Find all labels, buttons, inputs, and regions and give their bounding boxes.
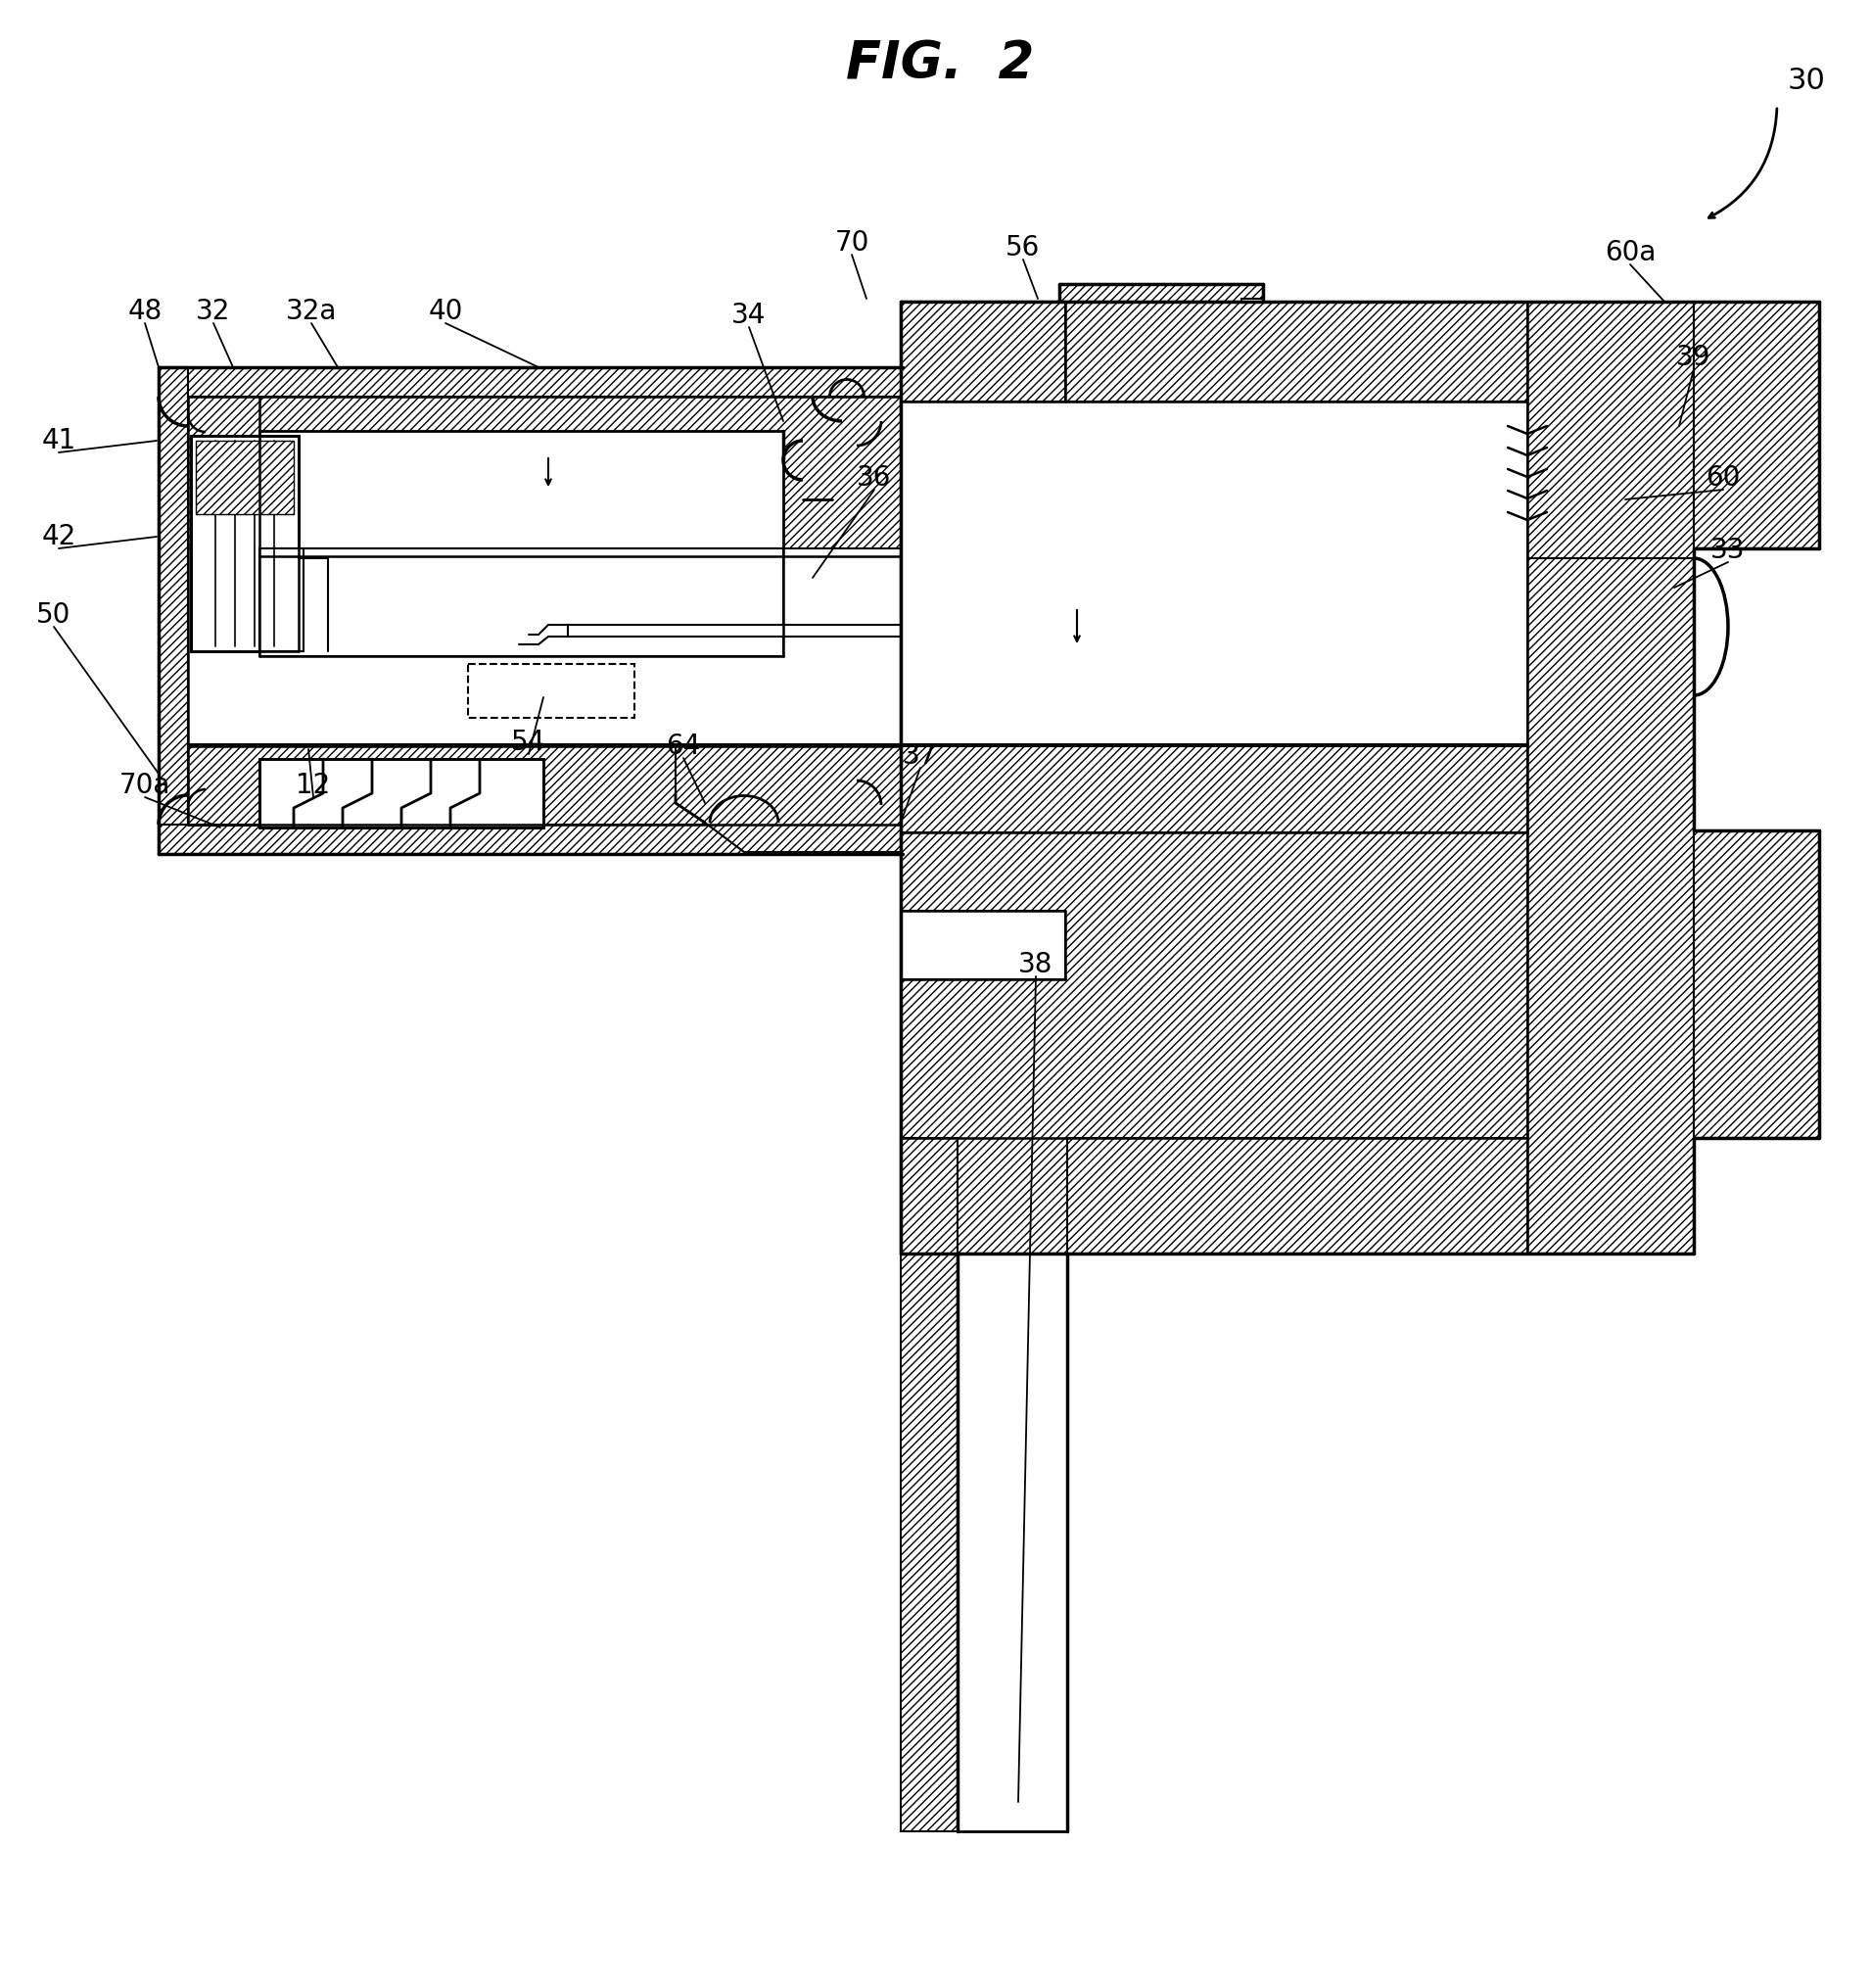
Bar — [468, 664, 634, 718]
Polygon shape — [1527, 559, 1693, 1254]
Text: 60a: 60a — [1605, 239, 1656, 266]
Polygon shape — [900, 302, 1527, 402]
Polygon shape — [159, 825, 902, 855]
Text: 32: 32 — [196, 298, 230, 326]
Text: FIG.  2: FIG. 2 — [846, 38, 1035, 89]
Polygon shape — [900, 911, 1065, 980]
Text: 40: 40 — [428, 298, 462, 326]
Polygon shape — [900, 1137, 958, 1831]
Text: 48: 48 — [127, 298, 163, 326]
Polygon shape — [260, 759, 543, 827]
Polygon shape — [1527, 302, 1693, 559]
Polygon shape — [260, 549, 303, 652]
Polygon shape — [1066, 1137, 1527, 1254]
Text: 30: 30 — [1787, 66, 1826, 95]
Text: 56: 56 — [1007, 235, 1040, 262]
Text: 12: 12 — [296, 771, 331, 799]
Polygon shape — [196, 441, 294, 515]
Text: 33: 33 — [1710, 537, 1746, 565]
Polygon shape — [260, 549, 784, 656]
Polygon shape — [900, 402, 1527, 744]
Polygon shape — [191, 435, 299, 652]
Polygon shape — [958, 1254, 1066, 1831]
Text: 70: 70 — [834, 229, 870, 256]
Text: 34: 34 — [732, 302, 767, 330]
Polygon shape — [900, 746, 1527, 833]
Text: 38: 38 — [1018, 950, 1053, 978]
Text: 42: 42 — [41, 523, 77, 551]
Text: 50: 50 — [37, 600, 71, 628]
Text: 39: 39 — [1676, 344, 1712, 372]
Polygon shape — [260, 431, 784, 549]
Polygon shape — [1693, 831, 1819, 1137]
Polygon shape — [900, 302, 1065, 402]
Polygon shape — [1693, 302, 1819, 549]
Text: 54: 54 — [511, 730, 546, 755]
Polygon shape — [569, 624, 900, 636]
Polygon shape — [1059, 284, 1263, 302]
Polygon shape — [187, 549, 900, 744]
Polygon shape — [187, 746, 900, 825]
Text: 64: 64 — [666, 732, 700, 759]
Text: 60: 60 — [1706, 463, 1740, 491]
Text: 37: 37 — [904, 742, 937, 769]
Text: 41: 41 — [41, 427, 77, 455]
Text: 70a: 70a — [120, 771, 170, 799]
Polygon shape — [900, 833, 1527, 1254]
Polygon shape — [675, 746, 900, 853]
Text: 36: 36 — [857, 463, 892, 491]
Polygon shape — [187, 398, 900, 557]
Polygon shape — [159, 368, 902, 398]
Text: 32a: 32a — [286, 298, 337, 326]
Polygon shape — [159, 368, 187, 855]
